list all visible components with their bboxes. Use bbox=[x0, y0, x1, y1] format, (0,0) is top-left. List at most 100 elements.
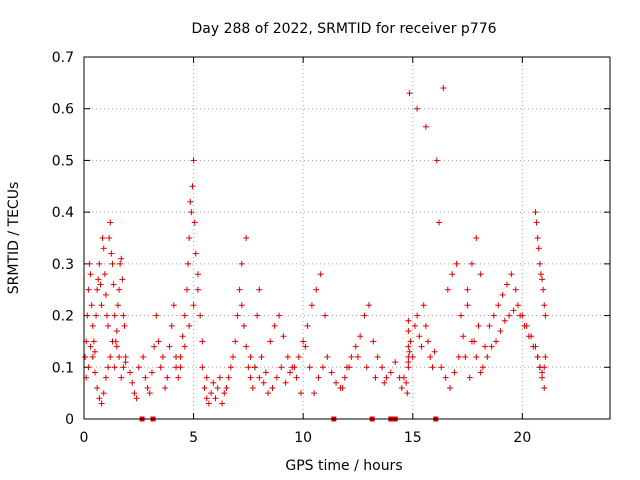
y-tick-label: 0.5 bbox=[52, 153, 74, 169]
x-tick-label: 15 bbox=[404, 430, 422, 446]
data-point bbox=[406, 348, 413, 355]
data-point bbox=[341, 374, 348, 381]
data-point bbox=[374, 353, 381, 360]
data-point bbox=[122, 359, 129, 366]
data-point bbox=[431, 348, 438, 355]
data-point bbox=[404, 390, 411, 397]
grid bbox=[84, 57, 610, 419]
data-point bbox=[447, 384, 454, 391]
chart-title: Day 288 of 2022, SRMTID for receiver p77… bbox=[191, 21, 496, 37]
data-point bbox=[278, 364, 285, 371]
data-point bbox=[414, 312, 421, 319]
y-axis-label: SRMTID / TECUs bbox=[6, 182, 22, 295]
data-point bbox=[121, 322, 128, 329]
data-point bbox=[129, 379, 136, 386]
data-point bbox=[84, 312, 91, 319]
data-point bbox=[462, 353, 469, 360]
data-point bbox=[379, 364, 386, 371]
data-point bbox=[91, 348, 98, 355]
x-tick-label: 5 bbox=[189, 430, 198, 446]
data-point bbox=[114, 302, 121, 309]
data-point bbox=[249, 384, 256, 391]
data-point bbox=[328, 369, 335, 376]
data-point bbox=[348, 353, 355, 360]
y-tick-label: 0.3 bbox=[52, 257, 74, 273]
data-point bbox=[113, 328, 120, 335]
data-point bbox=[105, 322, 112, 329]
data-point bbox=[398, 384, 405, 391]
data-point bbox=[319, 364, 326, 371]
data-point bbox=[542, 312, 549, 319]
data-point bbox=[276, 312, 283, 319]
data-point bbox=[429, 364, 436, 371]
data-point bbox=[175, 374, 182, 381]
data-point bbox=[91, 369, 98, 376]
data-point bbox=[177, 364, 184, 371]
data-point bbox=[100, 390, 107, 397]
x-axis-label: GPS time / hours bbox=[285, 458, 402, 474]
data-point bbox=[400, 374, 407, 381]
data-point bbox=[514, 302, 521, 309]
data-point bbox=[508, 271, 515, 278]
data-point bbox=[510, 307, 517, 314]
data-point bbox=[94, 384, 101, 391]
data-point bbox=[247, 353, 254, 360]
data-point bbox=[194, 286, 201, 293]
data-point bbox=[406, 90, 413, 97]
data-point bbox=[503, 281, 510, 288]
data-point bbox=[212, 395, 219, 402]
data-point bbox=[104, 312, 111, 319]
data-point bbox=[243, 235, 250, 241]
data-point bbox=[203, 395, 210, 402]
data-point bbox=[190, 157, 197, 164]
data-point bbox=[405, 364, 412, 371]
data-point bbox=[265, 390, 272, 397]
data-point bbox=[162, 384, 169, 391]
data-point bbox=[453, 260, 460, 267]
data-point bbox=[227, 364, 234, 371]
data-point bbox=[116, 353, 123, 360]
data-point bbox=[107, 219, 114, 226]
data-point bbox=[475, 322, 482, 329]
data-point bbox=[247, 374, 254, 381]
data-point bbox=[96, 395, 103, 402]
data-point bbox=[186, 322, 193, 329]
data-point bbox=[96, 260, 103, 267]
data-point bbox=[532, 209, 539, 216]
data-point bbox=[113, 343, 120, 350]
data-point bbox=[291, 364, 298, 371]
y-tick-label: 0.6 bbox=[52, 102, 74, 118]
data-point bbox=[542, 353, 549, 360]
data-point bbox=[308, 302, 315, 309]
data-point bbox=[230, 353, 237, 360]
data-point bbox=[495, 302, 502, 309]
data-point bbox=[219, 400, 226, 407]
y-tick-label: 0.2 bbox=[52, 309, 74, 325]
data-point bbox=[116, 286, 123, 293]
data-point bbox=[109, 338, 116, 345]
data-point bbox=[280, 333, 287, 340]
data-point bbox=[85, 286, 92, 293]
data-point bbox=[300, 338, 307, 345]
data-point bbox=[442, 374, 449, 381]
data-point bbox=[333, 379, 340, 386]
data-point bbox=[232, 338, 239, 345]
data-point bbox=[416, 333, 423, 340]
data-point bbox=[187, 198, 194, 205]
data-point bbox=[118, 374, 125, 381]
data-point bbox=[324, 353, 331, 360]
data-point bbox=[214, 384, 221, 391]
data-point bbox=[311, 390, 318, 397]
data-point bbox=[191, 219, 198, 226]
data-point bbox=[482, 343, 489, 350]
data-point bbox=[436, 219, 443, 226]
data-point bbox=[256, 286, 263, 293]
data-point bbox=[339, 384, 346, 391]
data-point bbox=[420, 302, 427, 309]
data-point bbox=[184, 286, 191, 293]
data-point bbox=[164, 374, 171, 381]
data-point bbox=[254, 312, 261, 319]
data-point bbox=[267, 338, 274, 345]
data-point bbox=[144, 384, 151, 391]
data-point bbox=[357, 333, 364, 340]
